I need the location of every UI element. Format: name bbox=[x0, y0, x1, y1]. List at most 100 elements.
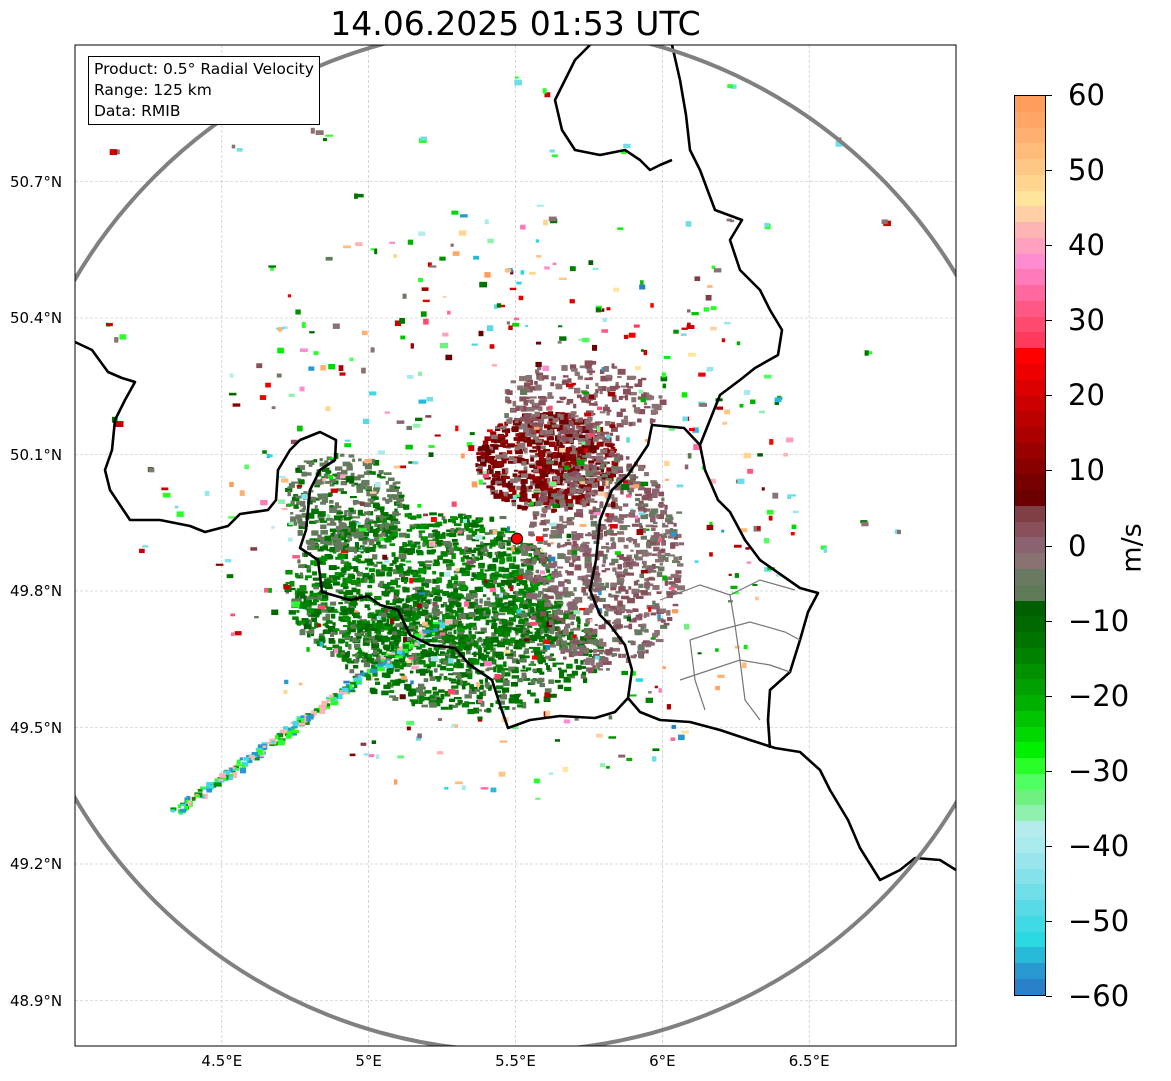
lux-district-borders bbox=[659, 579, 801, 721]
colorbar-tick bbox=[1046, 920, 1052, 922]
map-frame bbox=[74, 44, 957, 1047]
colorbar-tick bbox=[1046, 470, 1052, 472]
colorbar-segment bbox=[1015, 364, 1045, 380]
colorbar-segment bbox=[1015, 978, 1045, 995]
info-box: Product: 0.5° Radial Velocity Range: 125… bbox=[88, 56, 320, 125]
colorbar-tick bbox=[1046, 245, 1052, 247]
colorbar-segment bbox=[1015, 789, 1045, 806]
colorbar-segment bbox=[1015, 111, 1045, 128]
lat-tick-label: 50.4°N bbox=[10, 309, 63, 327]
colorbar-segment bbox=[1015, 600, 1045, 617]
colorbar-tick bbox=[1046, 695, 1052, 697]
lat-tick-label: 49.8°N bbox=[10, 582, 63, 600]
colorbar-segment bbox=[1015, 458, 1045, 475]
colorbar-segment bbox=[1015, 773, 1045, 790]
colorbar-tick-label: 0 bbox=[1068, 528, 1087, 563]
colorbar-segment bbox=[1015, 174, 1045, 191]
lon-tick-label: 4.5°E bbox=[201, 1052, 243, 1070]
colorbar-segment bbox=[1015, 679, 1045, 696]
colorbar-tick-label: −20 bbox=[1068, 678, 1130, 713]
colorbar-segment bbox=[1015, 300, 1045, 317]
colorbar-segment bbox=[1015, 805, 1045, 822]
colorbar-segment bbox=[1015, 710, 1045, 727]
info-product: Product: 0.5° Radial Velocity bbox=[94, 60, 314, 78]
colorbar-segment bbox=[1015, 316, 1045, 333]
lat-tick-label: 48.9°N bbox=[10, 991, 63, 1010]
lat-tick-label: 50.7°N bbox=[10, 172, 63, 191]
colorbar-tick bbox=[1046, 620, 1052, 622]
colorbar-segment bbox=[1015, 868, 1045, 885]
colorbar-segment bbox=[1015, 663, 1045, 680]
lon-tick-label: 6°E bbox=[649, 1052, 676, 1070]
colorbar-segment bbox=[1015, 395, 1045, 412]
info-range: Range: 125 km bbox=[94, 81, 212, 99]
colorbar-tick bbox=[1046, 770, 1052, 772]
colorbar-tick-label: 60 bbox=[1068, 78, 1105, 112]
colorbar-unit: m/s bbox=[1116, 523, 1148, 573]
colorbar-segment bbox=[1015, 553, 1045, 569]
info-data-source: Data: RMIB bbox=[94, 102, 181, 120]
radar-site-marker bbox=[510, 532, 523, 545]
colorbar-segment bbox=[1015, 269, 1045, 286]
colorbar-segment bbox=[1015, 427, 1045, 443]
colorbar-tick bbox=[1046, 545, 1052, 547]
colorbar-segment bbox=[1015, 379, 1045, 396]
colorbar-segment bbox=[1015, 900, 1045, 916]
colorbar-segment bbox=[1015, 616, 1045, 633]
lon-tick-label: 5.5°E bbox=[495, 1052, 536, 1070]
colorbar-segment bbox=[1015, 647, 1045, 664]
colorbar-segment bbox=[1015, 253, 1045, 270]
colorbar-segment bbox=[1015, 505, 1045, 522]
colorbar-segment bbox=[1015, 474, 1045, 491]
lon-tick-label: 5°E bbox=[355, 1052, 382, 1070]
colorbar-segment bbox=[1015, 411, 1045, 428]
lat-tick-label: 50.1°N bbox=[10, 445, 63, 464]
colorbar-segment bbox=[1015, 963, 1045, 979]
colorbar-tick-label: −40 bbox=[1068, 828, 1130, 863]
colorbar-segment bbox=[1015, 537, 1045, 554]
colorbar-segment bbox=[1015, 632, 1045, 648]
lat-tick-label: 49.5°N bbox=[10, 718, 63, 737]
colorbar-segment bbox=[1015, 695, 1045, 711]
velocity-echoes bbox=[105, 76, 901, 815]
colorbar-segment bbox=[1015, 931, 1045, 948]
colorbar-segment bbox=[1015, 442, 1045, 459]
colorbar-segment bbox=[1015, 915, 1045, 932]
colorbar-tick-label: 20 bbox=[1068, 378, 1105, 413]
country-borders bbox=[75, 45, 956, 882]
colorbar-tick bbox=[1046, 170, 1052, 172]
colorbar-tick-label: 40 bbox=[1068, 228, 1105, 263]
colorbar-segment bbox=[1015, 584, 1045, 601]
colorbar-segment bbox=[1015, 836, 1045, 853]
colorbar-segment bbox=[1015, 159, 1045, 175]
colorbar-segment bbox=[1015, 742, 1045, 759]
colorbar-tick-label: 10 bbox=[1068, 453, 1105, 488]
colorbar-segment bbox=[1015, 568, 1045, 585]
colorbar-tick-label: 30 bbox=[1068, 303, 1105, 338]
colorbar-tick bbox=[1046, 320, 1052, 322]
colorbar-tick bbox=[1046, 996, 1052, 997]
colorbar-segment bbox=[1015, 947, 1045, 964]
colorbar-segment bbox=[1015, 143, 1045, 160]
lat-tick-label: 49.2°N bbox=[10, 855, 63, 873]
colorbar-segment bbox=[1015, 285, 1045, 301]
colorbar-segment bbox=[1015, 348, 1045, 365]
colorbar-segment bbox=[1015, 490, 1045, 506]
colorbar-segment bbox=[1015, 726, 1045, 743]
colorbar-tick bbox=[1046, 395, 1052, 397]
colorbar-segment bbox=[1015, 96, 1045, 112]
colorbar-segment bbox=[1015, 332, 1045, 349]
colorbar-segment bbox=[1015, 852, 1045, 869]
colorbar-tick bbox=[1046, 95, 1052, 96]
colorbar-tick-label: −60 bbox=[1068, 979, 1130, 1013]
colorbar-segment bbox=[1015, 237, 1045, 254]
colorbar-tick-label: −30 bbox=[1068, 753, 1130, 788]
colorbar-tick-label: 50 bbox=[1068, 153, 1105, 188]
colorbar bbox=[1014, 95, 1046, 996]
lon-tick-label: 6.5°E bbox=[788, 1052, 830, 1070]
colorbar-segment bbox=[1015, 127, 1045, 144]
colorbar-segment bbox=[1015, 758, 1045, 774]
colorbar-segment bbox=[1015, 884, 1045, 901]
colorbar-segment bbox=[1015, 222, 1045, 238]
